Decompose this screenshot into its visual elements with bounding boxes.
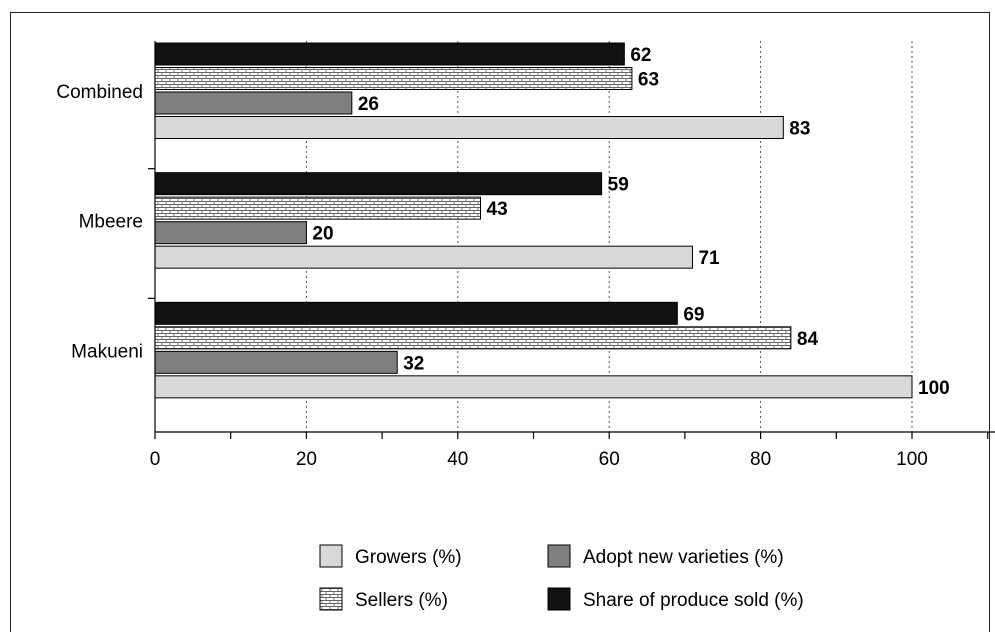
bar bbox=[154, 67, 633, 90]
bar bbox=[154, 375, 913, 399]
legend-label: Adopt new varieties (%) bbox=[583, 547, 784, 568]
data-label: 62 bbox=[630, 45, 651, 66]
bar-chart: 69 84 32 100 Makueni 59 43 20 71 Mbeere 62 63 26 83 Co… bbox=[56, 41, 995, 611]
bar bbox=[154, 350, 398, 374]
x-tick-label: 80 bbox=[750, 449, 771, 470]
data-label: 59 bbox=[608, 175, 629, 196]
data-label: 84 bbox=[797, 329, 819, 350]
data-label: 71 bbox=[698, 248, 720, 269]
data-label: 20 bbox=[312, 224, 333, 245]
bar bbox=[154, 172, 603, 196]
data-label: 43 bbox=[487, 199, 508, 220]
data-label: 69 bbox=[683, 304, 704, 325]
legend-label: Growers (%) bbox=[355, 547, 462, 568]
bar bbox=[154, 301, 678, 325]
legend-swatch bbox=[319, 544, 343, 568]
x-tick-label: 60 bbox=[599, 449, 620, 470]
data-label: 100 bbox=[918, 378, 950, 399]
category-label: Combined bbox=[56, 82, 143, 103]
x-tick-label: 40 bbox=[447, 449, 468, 470]
legend-swatch bbox=[319, 587, 343, 611]
legend: Growers (%) Adopt new varieties (%) Seller… bbox=[319, 544, 804, 611]
x-tick-label: 0 bbox=[150, 449, 161, 470]
data-label: 26 bbox=[358, 94, 379, 115]
legend-label: Sellers (%) bbox=[355, 590, 448, 611]
bar bbox=[154, 116, 784, 139]
legend-swatch bbox=[547, 544, 571, 568]
x-tick-label: 20 bbox=[296, 449, 317, 470]
data-label: 63 bbox=[638, 70, 659, 91]
bar bbox=[154, 245, 693, 269]
bar bbox=[154, 42, 625, 66]
legend-label: Share of produce sold (%) bbox=[583, 590, 804, 611]
bar bbox=[154, 221, 307, 245]
category-label: Mbeere bbox=[79, 212, 143, 233]
data-label: 32 bbox=[403, 353, 424, 374]
bar bbox=[154, 196, 482, 220]
chart-frame bbox=[10, 12, 990, 632]
bar bbox=[154, 326, 792, 350]
category-label: Makueni bbox=[71, 341, 143, 362]
bar bbox=[154, 91, 353, 115]
legend-swatch bbox=[547, 587, 571, 611]
data-label: 83 bbox=[789, 119, 810, 140]
x-tick-label: 100 bbox=[896, 449, 928, 470]
